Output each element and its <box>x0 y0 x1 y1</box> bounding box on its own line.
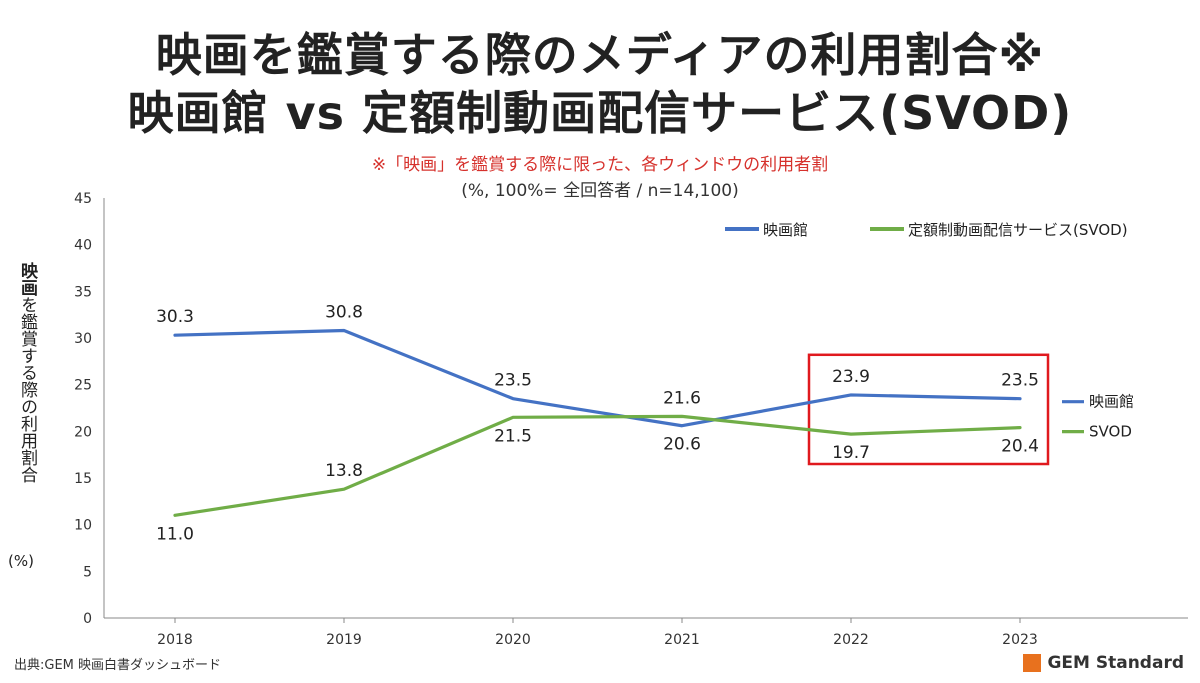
data-label: 30.8 <box>325 303 363 323</box>
data-label: 23.5 <box>1001 371 1039 391</box>
y-axis-label: 映画を鑑賞する際の利用割合 <box>12 262 37 483</box>
y-tick-label: 45 <box>74 191 92 207</box>
data-label: 21.5 <box>494 426 532 446</box>
data-label: 13.8 <box>325 461 363 481</box>
series-line-1 <box>173 414 1022 517</box>
x-tick-label: 2022 <box>833 632 869 648</box>
y-tick-label: 15 <box>74 471 92 487</box>
data-label: 23.5 <box>494 371 532 391</box>
data-label: 20.4 <box>1001 437 1039 457</box>
chart-basis: (%, 100%= 全回答者 / n=14,100) <box>461 181 739 201</box>
data-label: 20.6 <box>663 435 701 455</box>
data-label: 21.6 <box>663 388 701 408</box>
y-tick-label: 10 <box>74 518 92 534</box>
y-tick-label: 35 <box>74 284 92 300</box>
data-label: 19.7 <box>832 443 870 463</box>
y-tick-label: 30 <box>74 331 92 347</box>
legend-label: 映画館 <box>763 221 808 239</box>
x-tick-label: 2018 <box>157 632 193 648</box>
chart-note: ※「映画」を鑑賞する際に限った、各ウィンドウの利用者割 <box>371 155 829 175</box>
logo-mark-icon <box>1023 654 1042 672</box>
logo-text: GEM Standard <box>1047 653 1184 673</box>
y-tick-label: 25 <box>74 378 92 394</box>
source-note: 出典:GEM 映画白書ダッシュボード <box>14 658 222 673</box>
y-tick-label: 20 <box>74 424 92 440</box>
y-tick-label: 0 <box>83 611 92 627</box>
y-axis-label-rest: を鑑賞する際の利用割合 <box>17 296 37 483</box>
data-label: 30.3 <box>156 307 194 327</box>
y-axis-label-bold: 映画 <box>17 262 37 296</box>
y-tick-label: 5 <box>83 564 92 580</box>
x-tick-label: 2023 <box>1002 632 1038 648</box>
end-label: 映画館 <box>1089 393 1134 411</box>
data-label: 23.9 <box>832 367 870 387</box>
end-label: SVOD <box>1089 423 1132 441</box>
series-line-0 <box>173 328 1022 428</box>
highlight-box <box>807 353 1050 466</box>
x-tick-label: 2020 <box>495 632 531 648</box>
x-tick-label: 2019 <box>326 632 362 648</box>
chart-title-line2: 映画館 vs 定額制動画配信サービス(SVOD) <box>127 86 1073 140</box>
data-label: 11.0 <box>156 524 194 544</box>
brand-logo: GEM Standard <box>1023 653 1184 673</box>
y-axis-unit: (%) <box>8 552 34 570</box>
legend-label: 定額制動画配信サービス(SVOD) <box>908 221 1128 239</box>
y-tick-label: 40 <box>74 238 92 254</box>
x-tick-label: 2021 <box>664 632 700 648</box>
chart-title-line1: 映画を鑑賞する際のメディアの利用割合※ <box>155 28 1045 82</box>
